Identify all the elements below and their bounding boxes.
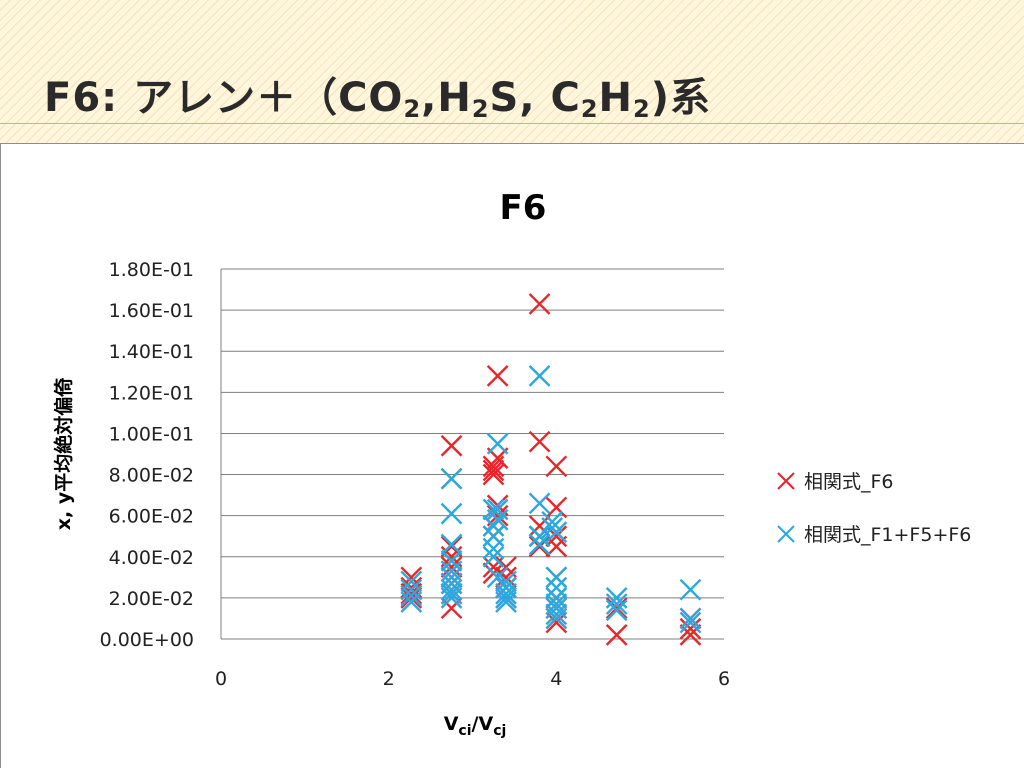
series-2 <box>400 365 702 634</box>
data-point <box>545 587 568 609</box>
x-axis-ticks: 0 2 4 6 <box>215 668 730 690</box>
y-tick-label: 2.00E-02 <box>109 588 194 610</box>
title-text: ,H <box>421 75 472 121</box>
x-tick-label: 0 <box>215 668 227 690</box>
data-point <box>440 434 463 457</box>
title-text: F6: アレン＋（CO <box>44 75 404 121</box>
data-point <box>482 459 505 482</box>
title-subscript: 2 <box>580 95 599 123</box>
data-point <box>528 293 551 315</box>
data-point <box>545 566 568 589</box>
data-point <box>440 587 463 609</box>
x-tick-label: 4 <box>550 668 562 690</box>
data-point <box>495 591 517 613</box>
data-point <box>528 535 551 558</box>
data-point <box>528 525 551 548</box>
data-point <box>482 537 505 560</box>
title-divider <box>0 123 1024 124</box>
data-point <box>482 515 505 537</box>
data-point <box>545 603 568 626</box>
legend: 相関式_F6 相関式_F1+F5+F6 <box>777 471 971 546</box>
legend-item: 相関式_F1+F5+F6 <box>777 524 971 546</box>
data-point <box>605 624 628 646</box>
data-point <box>679 578 702 601</box>
data-point <box>495 566 517 589</box>
data-point <box>545 496 568 519</box>
data-point <box>486 432 509 455</box>
data-point <box>528 533 551 556</box>
data-point <box>440 467 463 490</box>
data-point <box>605 597 628 620</box>
data-point <box>440 582 463 605</box>
legend-item: 相関式_F6 <box>777 471 894 493</box>
data-point <box>495 587 517 609</box>
data-point <box>545 521 568 543</box>
data-point <box>528 430 551 453</box>
y-tick-label: 4.00E-02 <box>109 547 194 569</box>
data-point <box>679 611 702 634</box>
slide-title: F6: アレン＋（CO2,H2S, C2H2)系 <box>44 78 711 121</box>
data-point <box>495 582 517 605</box>
y-tick-label: 1.80E-01 <box>109 259 194 281</box>
data-point <box>400 584 423 607</box>
data-point <box>440 502 463 525</box>
data-point <box>482 463 505 486</box>
y-tick-label: 1.60E-01 <box>109 300 194 322</box>
data-point <box>482 545 505 568</box>
data-point <box>440 550 463 572</box>
data-point <box>486 508 509 531</box>
data-point <box>400 587 423 609</box>
y-tick-label: 1.00E-01 <box>109 423 194 445</box>
title-text: S, C <box>489 75 581 121</box>
y-axis-ticks: 0.00E+00 2.00E-02 4.00E-02 6.00E-02 8.00E-02… <box>100 259 194 651</box>
data-point <box>679 617 702 640</box>
data-point <box>486 498 509 521</box>
y-tick-label: 0.00E+00 <box>100 629 194 651</box>
data-point <box>679 607 702 630</box>
y-tick-label: 8.00E-02 <box>109 465 194 487</box>
data-point <box>545 597 568 620</box>
legend-label: 相関式_F6 <box>804 471 894 493</box>
title-subscript: 2 <box>471 95 490 123</box>
chart-title: F6 <box>500 188 547 228</box>
data-point <box>440 578 463 601</box>
scatter-chart: F6 0.00E+00 2.00E-02 4.00E-02 6.00E-02 8.00E… <box>52 188 971 739</box>
data-point <box>440 556 463 578</box>
title-subscript: 2 <box>403 95 422 123</box>
data-point <box>528 492 551 515</box>
data-series <box>400 293 702 646</box>
data-point <box>605 593 628 615</box>
x-tick-label: 6 <box>718 668 730 690</box>
y-tick-label: 6.00E-02 <box>109 506 194 528</box>
x-axis-title-subscript: cj <box>493 723 506 739</box>
data-point <box>400 591 423 613</box>
title-text: )系 <box>650 75 711 121</box>
data-point <box>486 365 509 387</box>
data-point <box>440 533 463 556</box>
x-axis-title-text: /V <box>472 713 494 735</box>
grid-lines <box>220 268 724 640</box>
legend-marker <box>777 472 795 490</box>
y-axis-title: x, y平均絶対偏倚 <box>52 378 75 530</box>
data-point <box>545 607 568 630</box>
x-axis-title-subscript: ci <box>458 723 471 739</box>
data-point <box>545 455 568 478</box>
title-text: H <box>598 75 633 121</box>
legend-marker <box>777 525 795 543</box>
data-point <box>605 599 628 622</box>
slide-title-area: F6: アレン＋（CO2,H2S, C2H2)系 <box>0 0 1024 145</box>
chart-frame: F6 0.00E+00 2.00E-02 4.00E-02 6.00E-02 8.00E… <box>0 143 1024 768</box>
legend-label: 相関式_F1+F5+F6 <box>804 524 971 546</box>
data-point <box>545 576 568 599</box>
y-tick-label: 1.20E-01 <box>109 382 194 404</box>
x-axis-title-text: V <box>444 713 459 735</box>
y-tick-label: 1.40E-01 <box>109 341 194 363</box>
x-axis-title: Vci/Vcj <box>444 713 507 739</box>
data-point <box>528 365 551 387</box>
title-subscript: 2 <box>633 95 651 123</box>
x-tick-label: 2 <box>383 668 395 690</box>
